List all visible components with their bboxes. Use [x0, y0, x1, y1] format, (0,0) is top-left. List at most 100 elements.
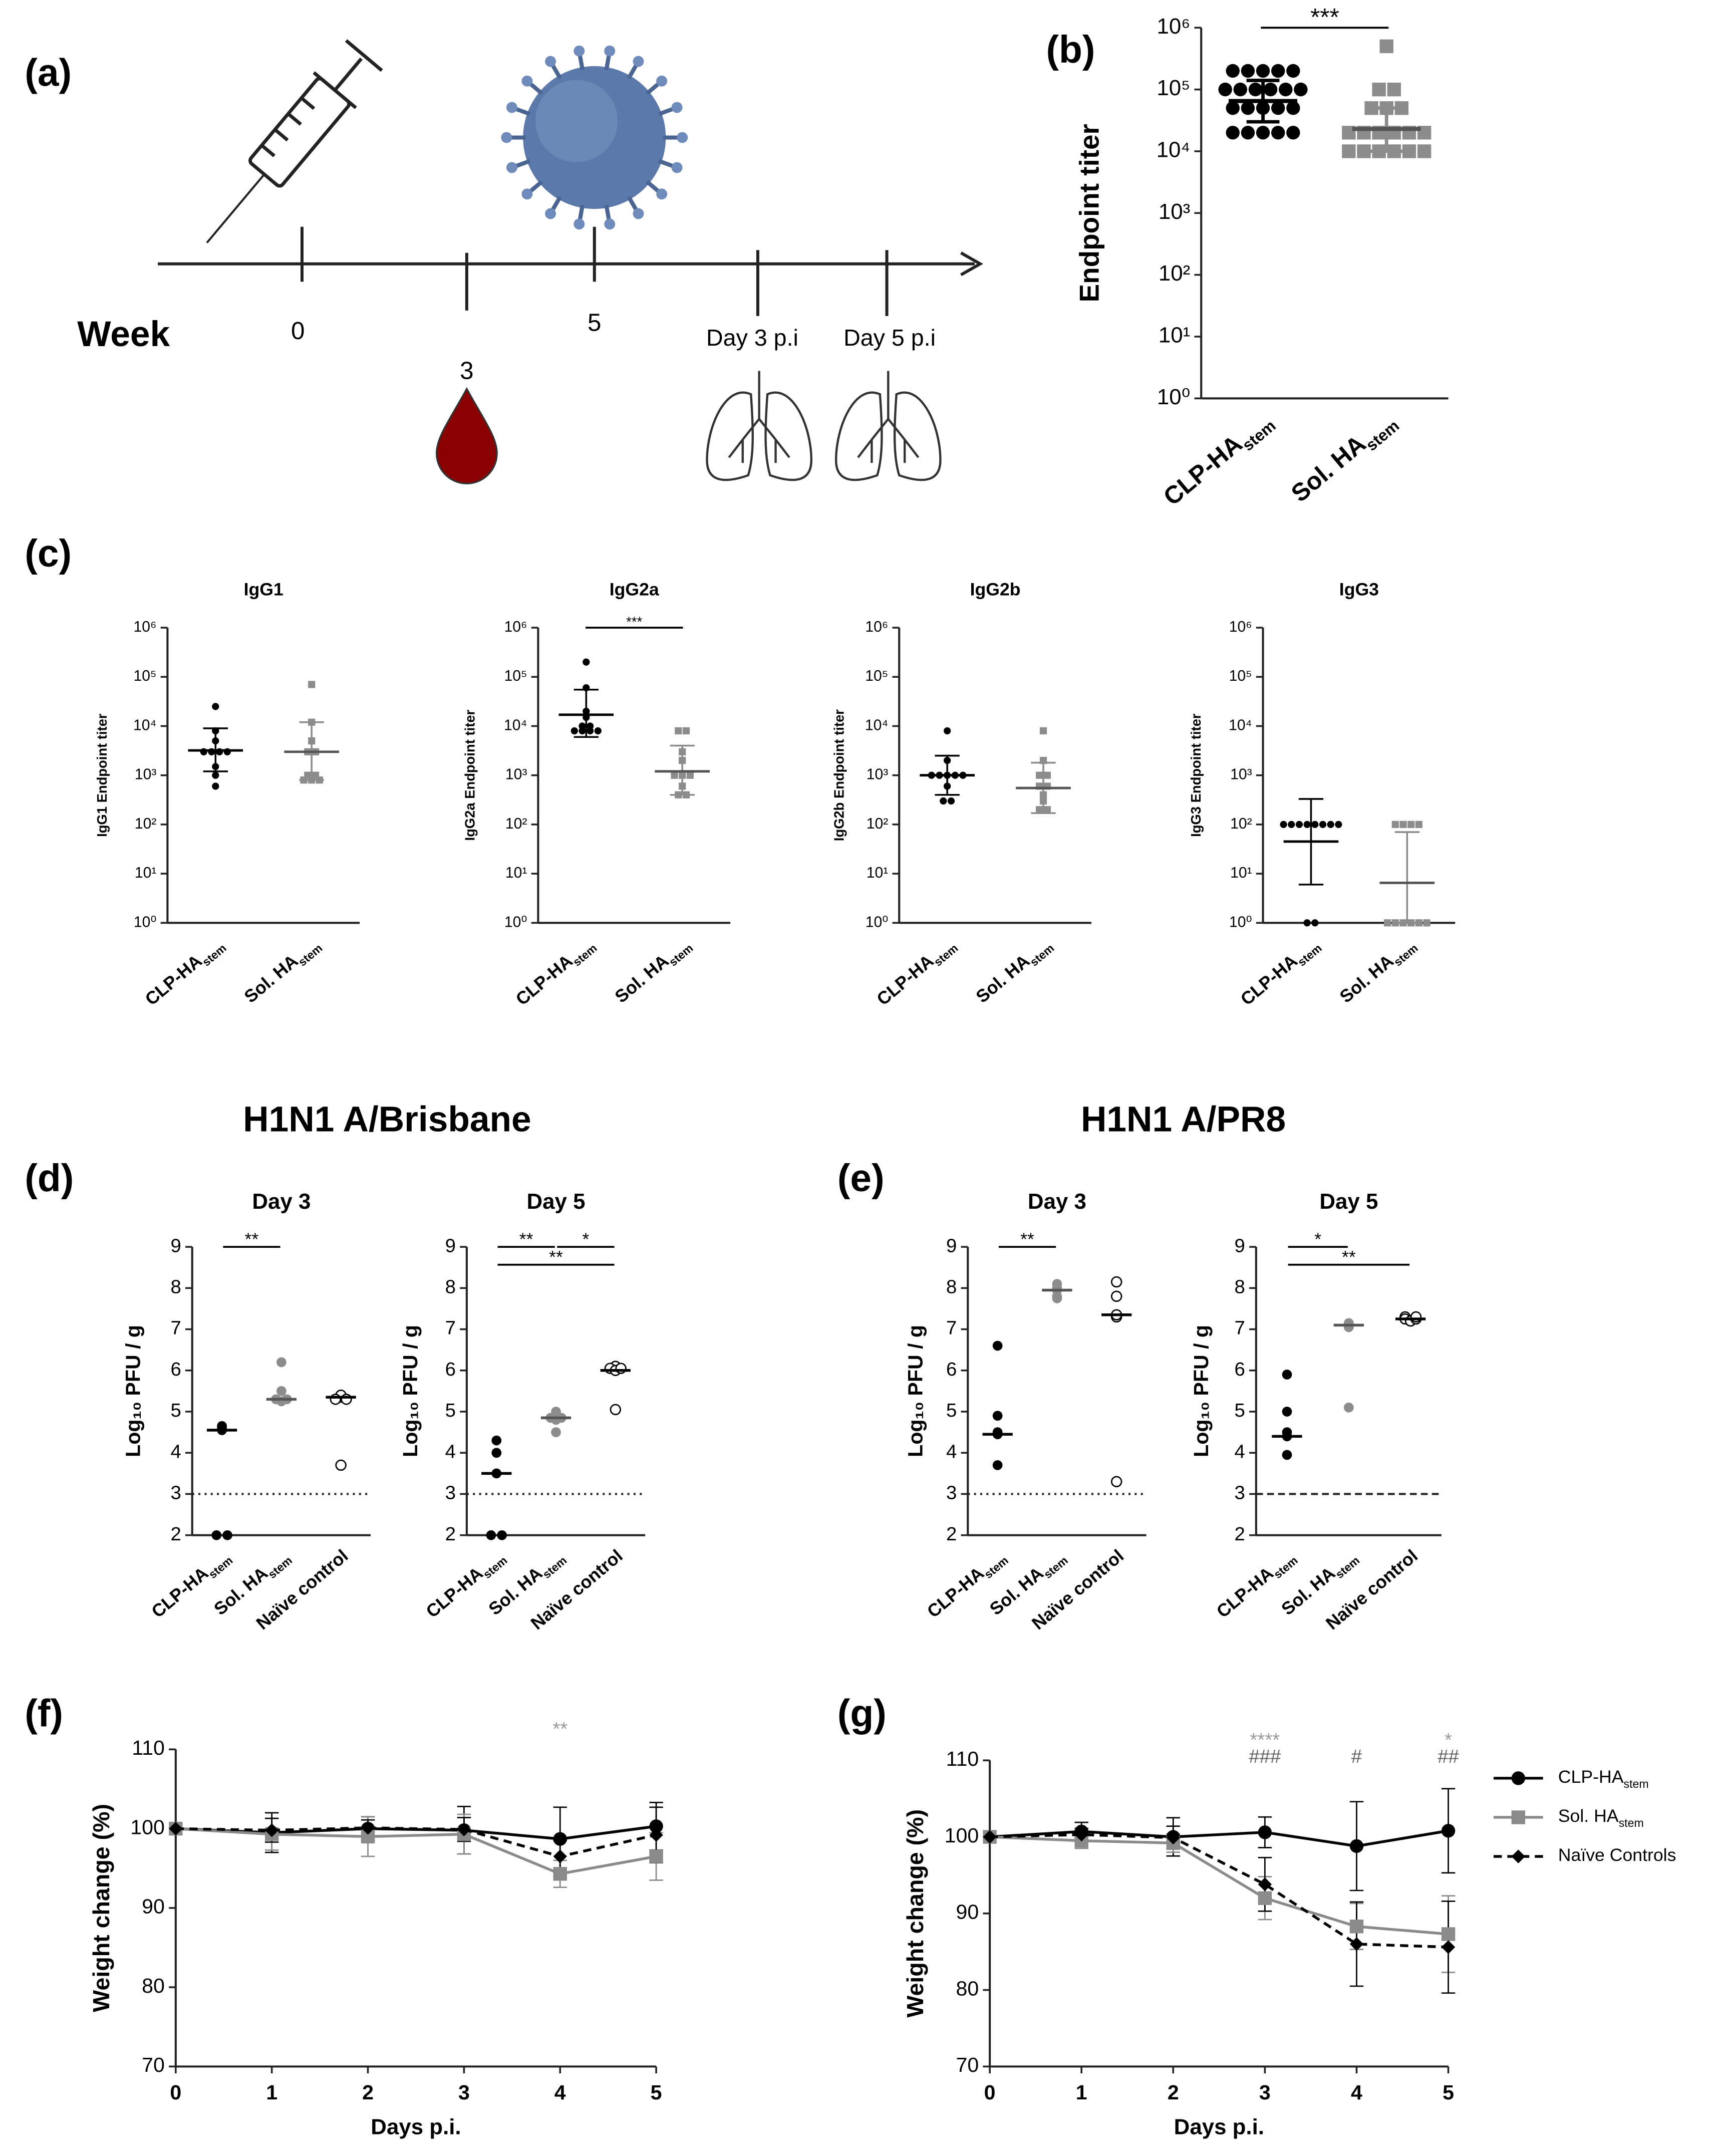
chart-title: Day 3 [1028, 1189, 1086, 1214]
data-point [1303, 821, 1311, 828]
data-point [649, 1849, 663, 1863]
y-tick-label: 2 [946, 1523, 957, 1545]
data-point [276, 1357, 287, 1368]
data-point [1441, 1927, 1456, 1941]
data-point [1218, 82, 1232, 97]
data-point [553, 1832, 567, 1846]
y-axis-label: Endpoint titer [1073, 124, 1104, 302]
data-point [1372, 144, 1386, 158]
virus-spike-tip [521, 188, 533, 200]
y-tick-label: 10⁵ [504, 668, 527, 684]
data-point [1327, 821, 1334, 828]
y-tick-label: 10⁴ [504, 717, 527, 733]
virus-spike-tip [633, 56, 644, 67]
y-tick-label: 10⁴ [133, 717, 156, 733]
chart-title: IgG2b [970, 579, 1021, 599]
y-tick-label: 6 [445, 1359, 456, 1380]
lung-lobe [764, 391, 813, 481]
y-tick-label: 10⁵ [865, 668, 888, 684]
data-point [682, 791, 690, 798]
y-tick-label: 3 [1235, 1482, 1245, 1504]
data-point [308, 681, 316, 688]
chart-title: Day 5 [527, 1189, 586, 1214]
data-point [222, 1530, 232, 1540]
legend-label: CLP-HAstem [1558, 1767, 1649, 1790]
data-point [686, 771, 694, 779]
y-tick-label: 3 [946, 1482, 957, 1504]
significance-label: *** [626, 614, 642, 630]
virus-spike-tip [671, 102, 683, 113]
y-tick-label: 80 [956, 1977, 979, 2000]
data-point [583, 658, 590, 666]
data-point [491, 1435, 502, 1446]
y-tick-label: 4 [170, 1441, 181, 1462]
data-point [649, 1819, 663, 1833]
data-point [212, 727, 219, 735]
bronchi [857, 371, 920, 463]
data-point [1256, 126, 1270, 140]
data-point [1110, 1290, 1122, 1302]
y-tick-label: 70 [142, 2053, 165, 2076]
data-point [675, 727, 682, 735]
x-axis-label: Days p.i. [371, 2114, 461, 2139]
data-point [1288, 821, 1295, 828]
data-point [308, 737, 316, 745]
data-point [1335, 821, 1342, 828]
y-tick-label: 100 [130, 1815, 165, 1838]
data-point [1342, 144, 1356, 158]
y-axis-label: IgG2b Endpoint titer [831, 709, 847, 842]
y-tick-label: 5 [445, 1400, 456, 1421]
data-point [169, 1821, 183, 1836]
virus-spike-tip [604, 45, 616, 57]
y-tick-label: 9 [1235, 1235, 1245, 1256]
panel-label: (e) [837, 1157, 885, 1200]
legend-label: Naïve Controls [1558, 1845, 1676, 1865]
significance-label: * [582, 1229, 589, 1249]
data-point [1391, 821, 1399, 828]
y-tick-label: 10⁰ [866, 914, 889, 930]
data-point [1399, 919, 1407, 927]
data-point [491, 1448, 502, 1458]
data-point [1282, 1370, 1292, 1380]
data-point [1226, 101, 1240, 115]
data-point [1294, 82, 1308, 97]
data-point [1256, 101, 1270, 115]
chart-title: IgG2a [610, 579, 660, 599]
data-point [1410, 1311, 1422, 1323]
legend-label-subscript: stem [1623, 1777, 1648, 1790]
y-tick-label: 10³ [867, 766, 889, 783]
data-point [211, 1530, 222, 1540]
y-tick-label: 7 [170, 1317, 181, 1339]
y-tick-label: 10¹ [505, 865, 527, 881]
syringe-mark [260, 144, 275, 157]
timeline-label: 3 [460, 357, 473, 384]
data-point [1036, 771, 1043, 779]
legend-marker [1511, 1810, 1526, 1824]
data-point [1110, 1476, 1122, 1488]
y-axis-label: IgG1 Endpoint titer [94, 713, 110, 837]
virus-spike-tip [677, 132, 688, 143]
data-point [1357, 144, 1371, 158]
annotation: ### [1249, 1746, 1281, 1767]
timeline-label: Day 3 p.i [706, 325, 798, 351]
syringe-plunger [333, 57, 363, 92]
syringe-icon [206, 39, 383, 243]
y-axis-label: IgG3 Endpoint titer [1188, 713, 1204, 837]
virus-spike-tip [671, 162, 683, 173]
x-tick-label: 1 [1076, 2081, 1087, 2104]
blood-drop-icon [435, 387, 498, 484]
y-tick-label: 10³ [505, 766, 527, 783]
data-point [983, 1830, 997, 1844]
lungs-icon [834, 371, 942, 481]
data-point [579, 727, 586, 735]
virus-spike-tip [656, 75, 668, 87]
virus-spike-tip [574, 45, 585, 57]
y-tick-label: 110 [132, 1736, 165, 1759]
x-tick-label: 2 [362, 2081, 374, 2104]
y-tick-label: 8 [1235, 1276, 1245, 1297]
series-line [989, 1829, 1449, 1848]
y-tick-label: 4 [946, 1441, 957, 1462]
y-axis-label: Log₁₀ PFU / g [121, 1325, 144, 1457]
